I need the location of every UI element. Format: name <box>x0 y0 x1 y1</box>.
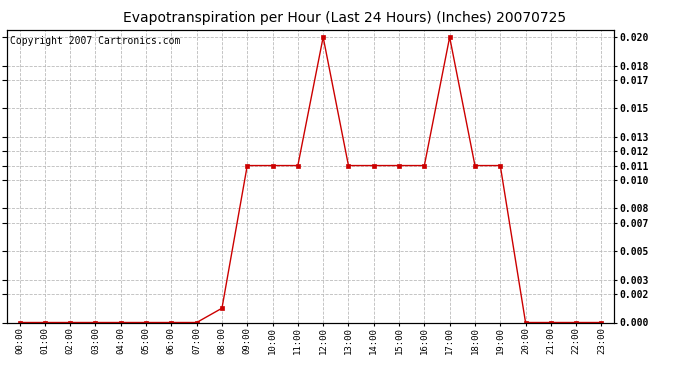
Text: Evapotranspiration per Hour (Last 24 Hours) (Inches) 20070725: Evapotranspiration per Hour (Last 24 Hou… <box>124 11 566 25</box>
Text: Copyright 2007 Cartronics.com: Copyright 2007 Cartronics.com <box>10 36 180 46</box>
